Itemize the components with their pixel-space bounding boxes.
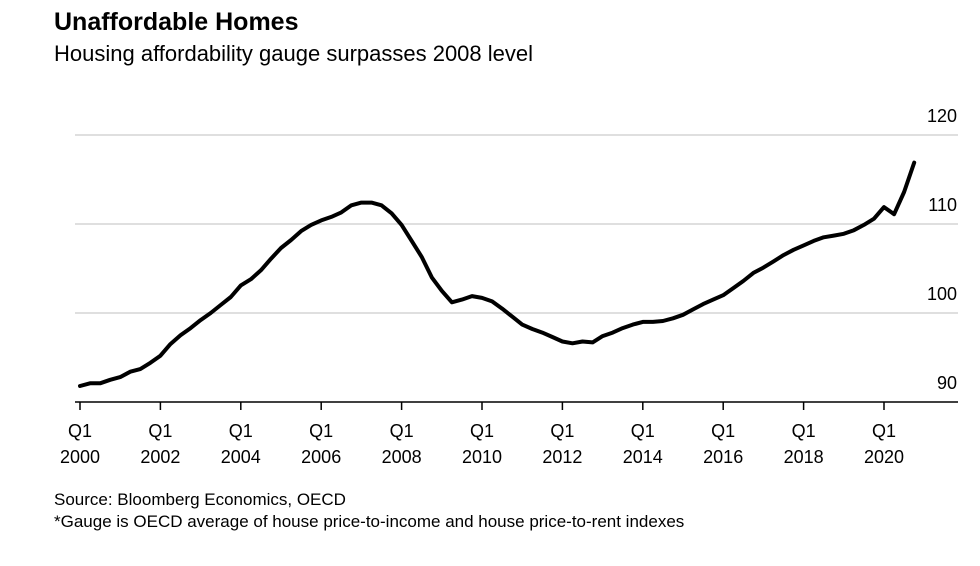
chart-title: Unaffordable Homes <box>54 8 298 36</box>
chart-subtitle: Housing affordability gauge surpasses 20… <box>54 41 533 66</box>
y-tick-label: 120 <box>927 106 957 126</box>
data-line <box>78 160 917 388</box>
x-tick-label: Q1 2000 <box>59 421 101 467</box>
x-tick-label: Q1 2010 <box>461 421 503 467</box>
x-tick-label: Q1 2002 <box>140 421 181 467</box>
y-tick-label: 110 <box>928 195 957 215</box>
x-tick-label: Q1 2014 <box>622 421 663 467</box>
x-tick-label: Q1 2012 <box>542 421 583 467</box>
x-tick-label: Q1 2018 <box>783 421 824 467</box>
x-tick-label: Q1 2020 <box>863 421 905 467</box>
x-tick-label: Q1 2008 <box>381 421 422 467</box>
x-tick-label: Q1 2016 <box>703 421 744 467</box>
note: *Gauge is OECD average of house price-to… <box>54 512 684 531</box>
y-tick-label: 90 <box>937 373 957 393</box>
x-tick-label: Q1 2004 <box>220 421 261 467</box>
source: Source: Bloomberg Economics, OECD <box>54 490 346 509</box>
x-tick-label: Q1 2006 <box>301 421 342 467</box>
y-tick-label: 100 <box>927 284 957 304</box>
